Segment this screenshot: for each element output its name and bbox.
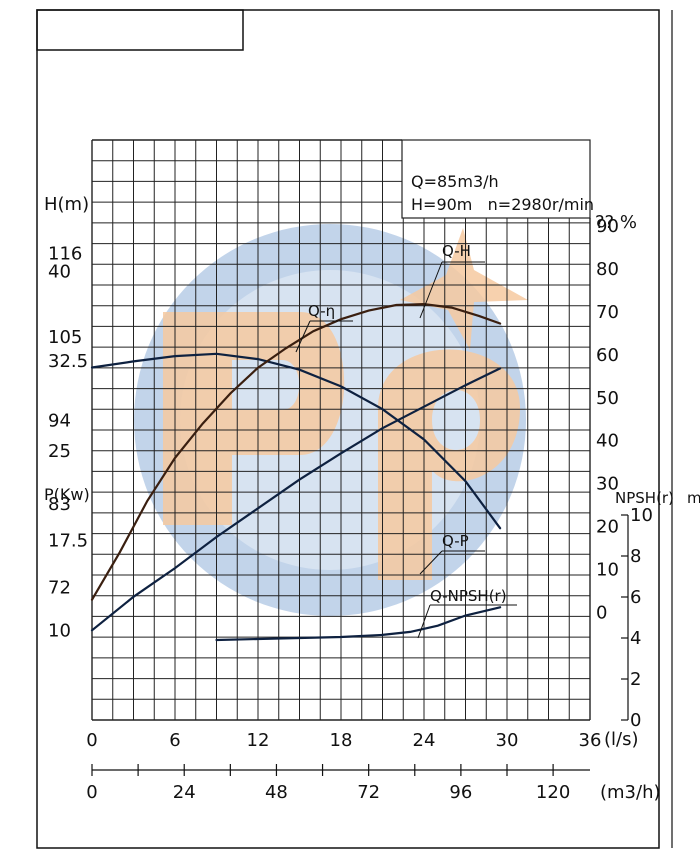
curve-Q-P <box>90 367 502 632</box>
npsh-axis-unit: m <box>687 489 700 507</box>
efficiency-tick-label: 0 <box>596 603 607 624</box>
grid <box>91 139 591 721</box>
npsh-tick-label: 8 <box>630 546 641 567</box>
npsh-tick-label: 4 <box>630 628 641 649</box>
power-axis-label: P(Kw) <box>44 485 90 504</box>
x-secondary-tick-label: 120 <box>536 782 570 803</box>
efficiency-tick-label: 60 <box>596 345 619 366</box>
curve-Q-NPSH(r) <box>215 606 502 642</box>
power-tick-label: 25 <box>48 441 71 462</box>
power-tick-label: 32.5 <box>48 351 88 372</box>
efficiency-axis-label: ?? % <box>595 212 637 233</box>
series-label-Q-P: Q-P <box>442 532 469 550</box>
x-tick-label: 24 <box>413 730 436 751</box>
efficiency-tick-label: 30 <box>596 474 619 495</box>
efficiency-tick-label: 70 <box>596 302 619 323</box>
curve-Q-H <box>90 352 502 530</box>
x-tick-label: 30 <box>496 730 519 751</box>
power-tick-label: 17.5 <box>48 531 88 552</box>
npsh-tick-label: 0 <box>630 710 641 731</box>
callout-leader <box>419 261 443 319</box>
series-label-Q-η: Q-η <box>308 302 335 320</box>
info-head-speed: H=90m n=2980r/min <box>411 195 594 214</box>
efficiency-tick-label: 80 <box>596 259 619 280</box>
efficiency-tick-label: 10 <box>596 560 619 581</box>
head-axis-label: H(m) <box>44 194 89 215</box>
curves <box>90 302 502 642</box>
x-secondary-tick-label: 96 <box>449 782 472 803</box>
curve-Q-η <box>90 302 502 601</box>
x-secondary-tick-label: 48 <box>265 782 288 803</box>
npsh-tick-label: 2 <box>630 669 641 690</box>
power-tick-label: 10 <box>48 620 71 641</box>
x-secondary-tick-label: 24 <box>173 782 196 803</box>
head-tick-label: 83 <box>48 494 71 515</box>
watermark-star <box>400 228 528 350</box>
callout-leader <box>417 604 431 639</box>
efficiency-tick-label: 20 <box>596 517 619 538</box>
callout-leader <box>295 320 311 353</box>
x-axis-unit-label: (l/s) <box>604 729 639 750</box>
info-flow-rate: Q=85m3/h <box>411 172 499 191</box>
title-block <box>36 9 244 51</box>
npsh-axis-label: NPSH(r) <box>615 489 674 507</box>
x-axis-secondary-unit-label: (m3/h) <box>600 782 661 803</box>
efficiency-tick-label: 90 <box>596 216 619 237</box>
x-tick-label: 0 <box>86 730 97 751</box>
tick-labels: 0 6 12 18 24 30 360 24 48 72 96 1201161059483724032… <box>48 216 653 803</box>
series-label-Q-H: Q-H <box>442 242 471 260</box>
efficiency-tick-label: 40 <box>596 431 619 452</box>
curve-callouts: Q-H Q-η Q-P Q-NPSH(r) <box>295 242 517 639</box>
efficiency-tick-label: 50 <box>596 388 619 409</box>
x-secondary-tick-label: 0 <box>86 782 97 803</box>
x-tick-label: 6 <box>169 730 180 751</box>
series-label-Q-NPSH(r): Q-NPSH(r) <box>430 587 507 605</box>
callout-leader <box>419 550 443 575</box>
info-box <box>401 139 591 219</box>
x-secondary-tick-label: 72 <box>357 782 380 803</box>
x-tick-label: 36 <box>579 730 602 751</box>
x-tick-label: 12 <box>247 730 270 751</box>
watermark-logo <box>134 224 528 616</box>
npsh-tick-label: 6 <box>630 587 641 608</box>
npsh-tick-label: 10 <box>630 505 653 526</box>
power-tick-label: 40 <box>48 262 71 283</box>
frame <box>36 9 660 849</box>
head-tick-label: 105 <box>48 327 82 348</box>
head-tick-label: 72 <box>48 577 71 598</box>
head-tick-label: 94 <box>48 411 71 432</box>
x-tick-label: 18 <box>330 730 353 751</box>
head-tick-label: 116 <box>48 244 82 265</box>
